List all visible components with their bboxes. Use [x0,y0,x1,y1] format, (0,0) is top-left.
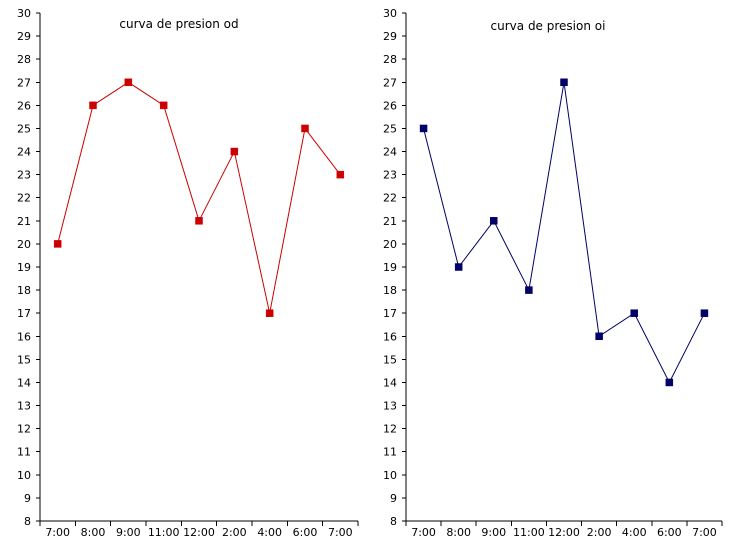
y-tick-label: 20 [383,238,397,251]
x-tick-label: 8:00 [81,526,106,539]
y-tick-label: 20 [17,238,31,251]
y-tick-label: 8 [390,515,397,528]
y-tick-label: 22 [383,192,397,205]
y-tick-label: 25 [383,122,397,135]
data-point [159,101,168,110]
x-tick-label: 7:00 [411,526,436,539]
y-tick-label: 30 [383,7,397,20]
y-tick-label: 15 [17,353,31,366]
data-point [89,101,97,110]
x-tick-label: 12:00 [548,526,580,539]
y-tick-label: 13 [17,400,31,413]
x-tick-label: 9:00 [481,526,506,539]
y-tick-label: 12 [17,423,31,436]
data-point [700,309,709,317]
x-tick-label: 4:00 [622,526,647,539]
x-tick-label: 7:00 [692,526,717,539]
y-tick-label: 27 [17,76,31,89]
y-tick-label: 24 [17,146,31,159]
data-point [525,286,533,294]
data-point [490,217,498,225]
y-tick-label: 26 [17,99,31,112]
y-tick-label: 22 [17,192,31,205]
data-point [560,78,568,87]
y-tick-label: 15 [383,353,397,366]
x-tick-label: 2:00 [587,526,612,539]
x-tick-label: 11:00 [513,526,545,539]
y-tick-label: 16 [383,330,397,343]
data-point [195,217,203,225]
x-tick-label: 11:00 [148,526,180,539]
x-tick-label: 12:00 [183,526,215,539]
y-tick-label: 21 [17,215,31,228]
x-tick-label: 7:00 [45,526,70,539]
data-point [419,124,428,133]
y-tick-label: 13 [383,400,397,413]
y-tick-label: 24 [383,146,397,159]
chart-title: curva de presion oi [491,19,606,33]
data-point [301,124,309,133]
x-tick-label: 6:00 [293,526,318,539]
x-tick-label: 2:00 [222,526,247,539]
y-tick-label: 26 [383,99,397,112]
y-tick-label: 29 [17,30,31,43]
y-tick-label: 19 [383,261,397,274]
y-tick-label: 11 [383,446,397,459]
y-tick-label: 21 [383,215,397,228]
chart-title: curva de presion od [119,17,238,31]
data-point [665,378,674,387]
y-tick-label: 10 [17,469,31,482]
y-tick-label: 25 [17,122,31,135]
y-tick-label: 23 [383,169,397,182]
data-point [336,170,345,179]
y-tick-label: 11 [17,446,31,459]
y-tick-label: 18 [383,284,397,297]
x-tick-label: 4:00 [257,526,282,539]
y-tick-label: 14 [383,376,397,389]
series-line [57,81,341,314]
y-tick-label: 30 [17,7,31,20]
y-tick-label: 23 [17,169,31,182]
data-point [630,309,638,317]
x-tick-label: 6:00 [657,526,682,539]
series-line [423,82,705,384]
x-tick-label: 7:00 [328,526,353,539]
y-tick-label: 12 [383,423,397,436]
y-tick-label: 29 [383,30,397,43]
data-point [595,332,603,341]
y-tick-label: 18 [17,284,31,297]
chart-pressure-oi: curva de presion oi 8 9 10 11 12 13 14 15 16 17 18… [383,7,723,539]
y-tick-label: 17 [17,307,31,320]
data-point [53,240,62,248]
y-tick-label: 9 [24,492,31,505]
y-tick-label: 9 [390,492,397,505]
x-tick-label: 8:00 [446,526,471,539]
data-point [454,263,463,271]
y-tick-label: 10 [383,469,397,482]
chart-pressure-od: curva de presion od 8 9 10 11 12 13 14 15 16 17 18… [17,7,359,539]
y-tick-label: 19 [17,261,31,274]
y-tick-label: 8 [24,515,31,528]
data-point [124,78,133,87]
y-tick-label: 28 [17,53,31,66]
y-tick-label: 28 [383,53,397,66]
data-point [230,147,239,156]
x-tick-label: 9:00 [116,526,141,539]
y-tick-label: 16 [17,330,31,343]
y-tick-label: 27 [383,76,397,89]
y-tick-label: 17 [383,307,397,320]
y-tick-label: 14 [17,376,31,389]
data-point [265,309,274,317]
